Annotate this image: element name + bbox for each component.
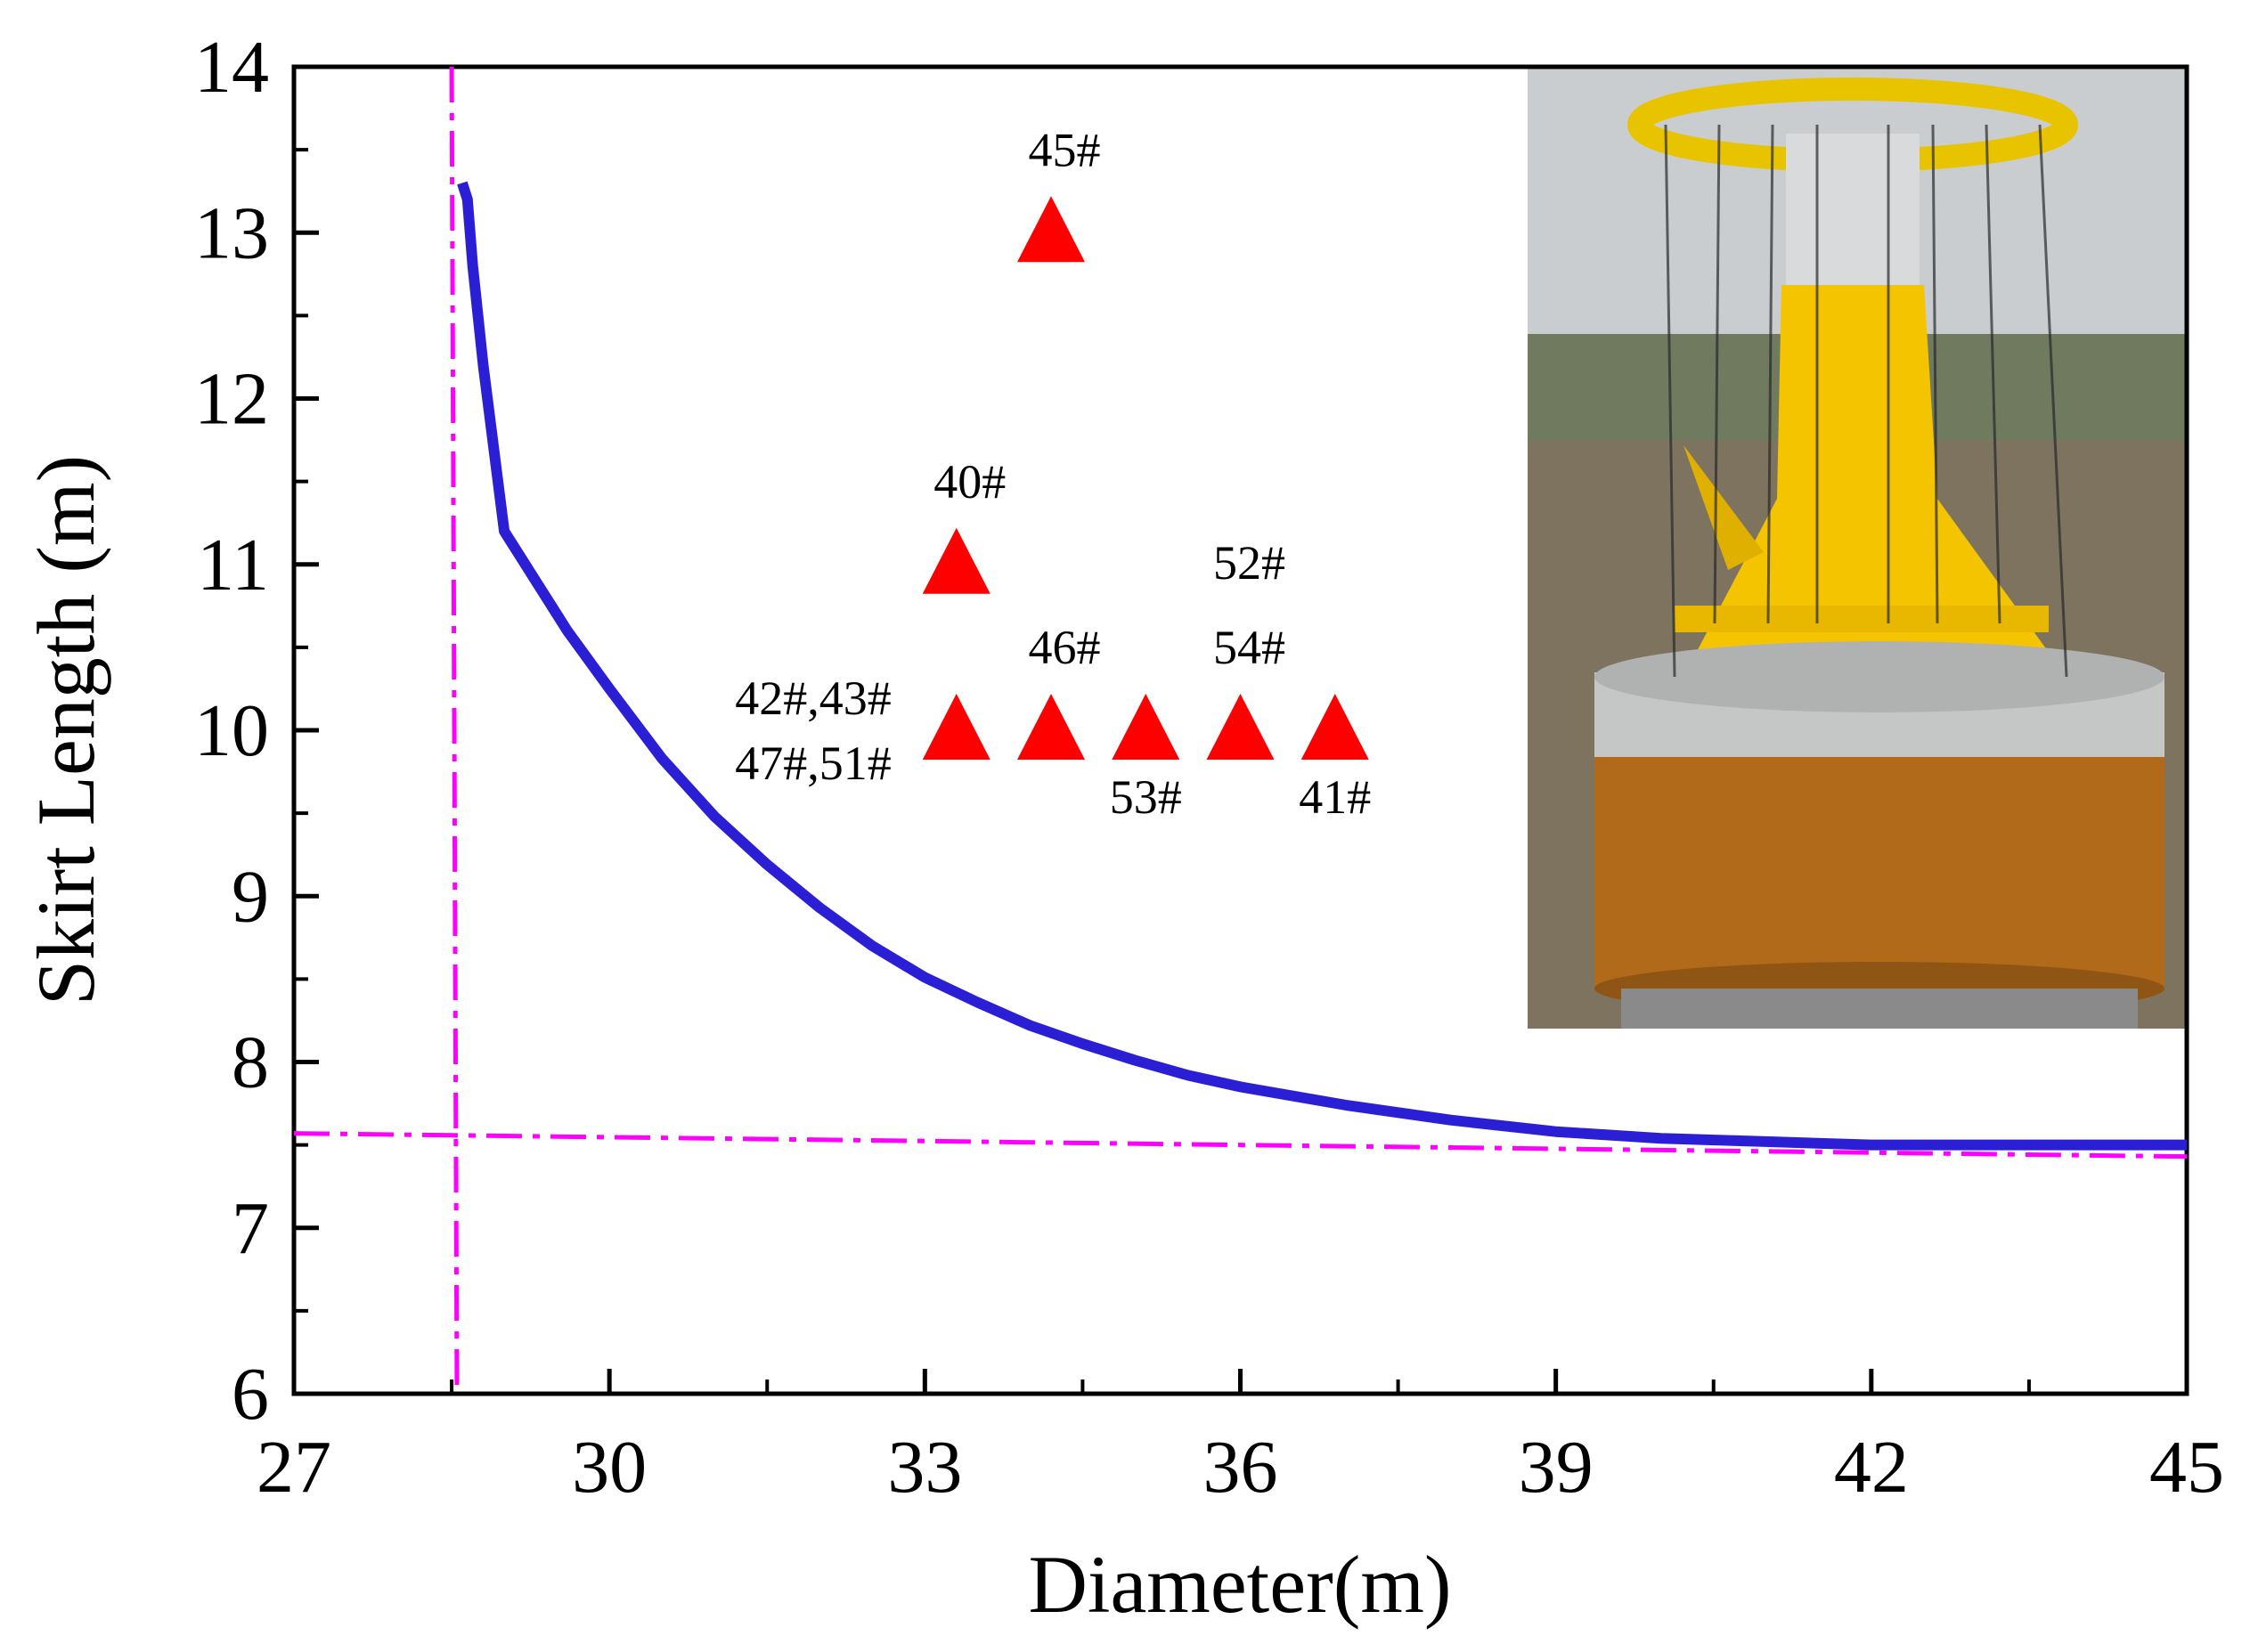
triangle-marker (1112, 694, 1180, 760)
y-tick-label: 10 (194, 689, 269, 772)
triangle-marker (1017, 694, 1085, 760)
skirt-length-curve (457, 181, 2187, 1151)
x-tick-label: 27 (257, 1426, 331, 1509)
y-tick-label: 9 (232, 855, 269, 938)
axis-tick-labels: 27 30 33 36 39 42 45 6 7 8 9 10 11 12 13 14 (194, 26, 2224, 1509)
point-label: 53# (1110, 770, 1182, 824)
y-tick-label: 13 (194, 191, 269, 274)
point-label: 52# (1213, 536, 1285, 590)
triangle-marker (1206, 694, 1275, 760)
point-label: 47#,51# (735, 736, 892, 790)
triangle-marker (1300, 694, 1369, 760)
x-tick-label: 36 (1203, 1426, 1278, 1509)
point-label: 45# (1029, 123, 1101, 176)
y-tick-label: 7 (232, 1187, 269, 1270)
x-tick-label: 42 (1834, 1426, 1909, 1509)
x-axis-label: Diameter(m) (1028, 1539, 1451, 1630)
point-label: 41# (1299, 770, 1371, 824)
point-label: 40# (933, 455, 1006, 509)
axis-ticks (291, 64, 2189, 1396)
data-series (457, 181, 2187, 1151)
x-tick-label: 33 (887, 1426, 962, 1509)
x-tick-label: 39 (1519, 1426, 1594, 1509)
point-label: 54# (1213, 621, 1285, 674)
point-label: 42#,43# (735, 671, 892, 725)
y-tick-label: 14 (194, 26, 269, 109)
reference-lines (293, 66, 2188, 1395)
y-tick-label: 8 (232, 1021, 269, 1104)
y-tick-label: 12 (194, 358, 269, 441)
horizontal-reference-line (293, 1131, 2188, 1160)
x-tick-label: 45 (2149, 1426, 2224, 1509)
triangle-marker (922, 694, 990, 760)
triangle-marker (922, 527, 990, 594)
x-tick-label: 30 (572, 1426, 647, 1509)
y-tick-label: 11 (197, 524, 269, 606)
vertical-reference-line (449, 66, 460, 1395)
y-tick-label: 6 (232, 1353, 269, 1436)
y-axis-label: Skirt Length (m) (20, 455, 111, 1005)
point-label: 46# (1029, 621, 1101, 674)
inset-photo (1528, 67, 2187, 1029)
triangle-marker (1017, 196, 1085, 263)
data-markers: 45# 40# 42#,43# 47#,51# 46# 53# 52# 54# 41# (735, 123, 1371, 824)
